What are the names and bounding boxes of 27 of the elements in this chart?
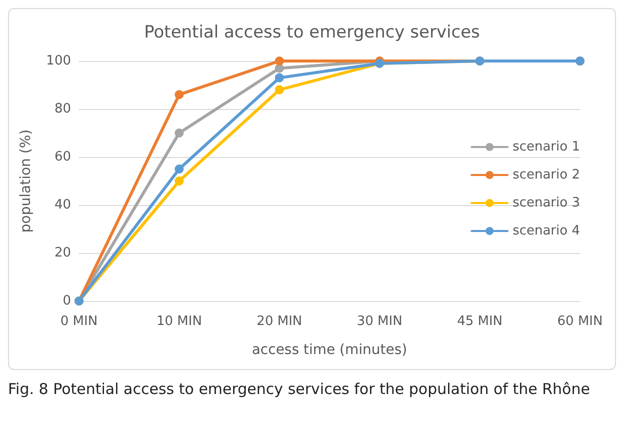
x-axis-title: access time (minutes)	[252, 342, 408, 358]
point	[174, 128, 184, 138]
point	[174, 90, 184, 100]
x-tick-label: 20 MIN	[256, 314, 302, 329]
x-tick-label: 10 MIN	[156, 314, 202, 329]
legend-label: scenario 4	[512, 224, 580, 238]
x-tick-label: 45 MIN	[457, 314, 503, 329]
y-tick-label: 20	[54, 246, 71, 260]
y-tick-label: 0	[62, 294, 71, 308]
y-tick-label: 80	[54, 102, 71, 116]
x-tick-label: 60 MIN	[557, 314, 603, 329]
y-axis-title: population (%)	[18, 129, 34, 233]
legend-label: scenario 1	[512, 140, 580, 154]
point	[274, 85, 284, 94]
legend-label: scenario 2	[512, 168, 580, 182]
y-tick-label: 100	[46, 54, 71, 68]
point	[274, 56, 284, 66]
point	[174, 176, 184, 186]
chart-title: Potential access to emergency services	[144, 22, 480, 42]
point	[274, 73, 284, 82]
y-tick-label: 60	[54, 150, 71, 164]
x-tick-label: 30 MIN	[356, 314, 402, 329]
legend-label: scenario 3	[512, 196, 580, 210]
caption: Fig. 8 Potential access to emergency services for the population of the Rhône	[8, 379, 591, 400]
point	[174, 164, 184, 174]
y-tick-label: 40	[54, 198, 71, 212]
x-tick-label: 0 MIN	[60, 314, 98, 329]
